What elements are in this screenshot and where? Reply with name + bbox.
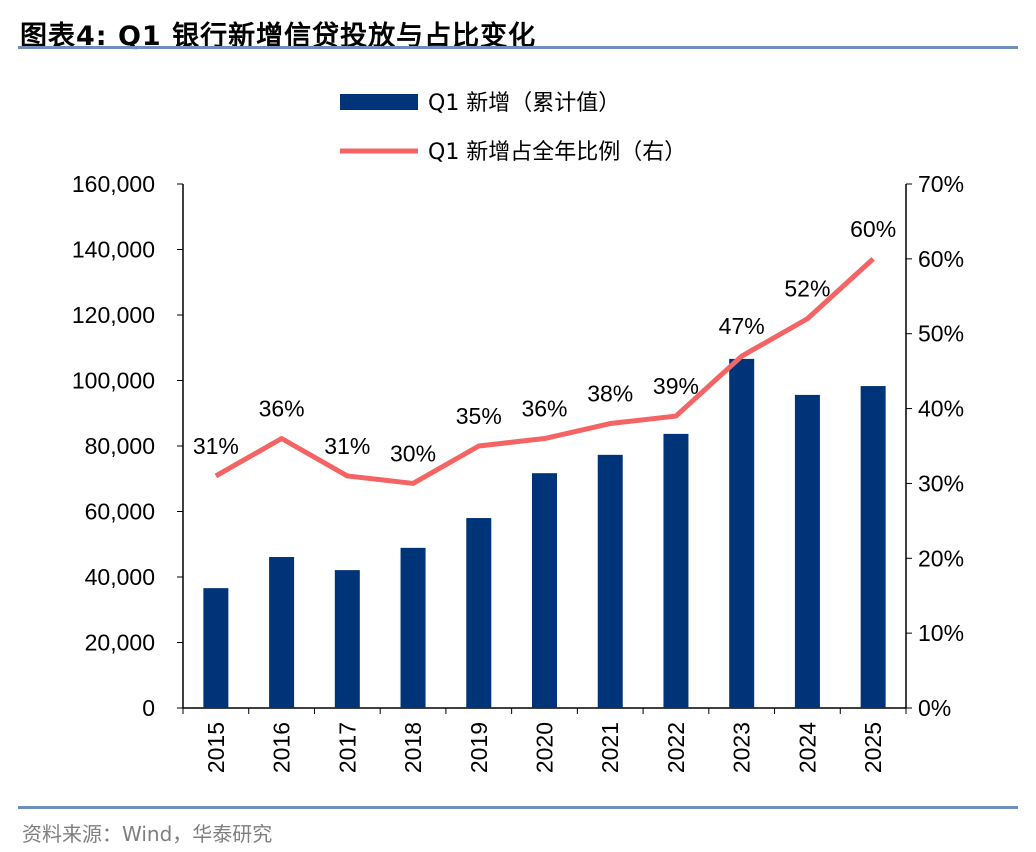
x-tick-label: 2024 xyxy=(794,722,820,773)
bar-2018 xyxy=(400,547,426,708)
title-divider xyxy=(18,46,1018,49)
right-tick-label: 70% xyxy=(918,171,964,197)
footer-divider xyxy=(18,806,1018,809)
x-tick-label: 2021 xyxy=(597,722,623,773)
ratio-data-label: 38% xyxy=(587,381,633,407)
bar-2016 xyxy=(269,557,295,708)
right-tick-label: 30% xyxy=(918,470,964,496)
bar-2017 xyxy=(334,570,360,708)
left-tick-label: 160,000 xyxy=(72,171,155,197)
ratio-data-label: 30% xyxy=(390,440,436,466)
right-tick-label: 10% xyxy=(918,620,964,646)
left-tick-label: 100,000 xyxy=(72,368,155,394)
bar-2022 xyxy=(663,433,689,708)
ratio-data-label: 47% xyxy=(719,313,765,339)
bar-2024 xyxy=(794,394,820,708)
legend-line-label: Q1 新增占全年比例（右） xyxy=(428,140,686,165)
left-tick-label: 60,000 xyxy=(85,499,155,525)
ratio-data-label: 35% xyxy=(456,403,502,429)
left-tick-label: 80,000 xyxy=(85,433,155,459)
bar-2021 xyxy=(597,454,623,708)
right-tick-label: 60% xyxy=(918,246,964,272)
bar-2015 xyxy=(203,588,229,708)
ratio-data-label: 36% xyxy=(521,396,567,422)
x-tick-label: 2020 xyxy=(532,722,558,773)
ratio-data-label: 60% xyxy=(850,216,896,242)
ratio-data-label: 31% xyxy=(324,433,370,459)
x-tick-label: 2018 xyxy=(400,722,426,773)
left-tick-label: 40,000 xyxy=(85,564,155,590)
left-tick-label: 0 xyxy=(142,695,155,721)
bar-2023 xyxy=(729,358,755,708)
bar-2025 xyxy=(860,386,886,708)
left-tick-label: 140,000 xyxy=(72,237,155,263)
legend-bar-swatch xyxy=(340,94,418,110)
right-tick-label: 0% xyxy=(918,695,951,721)
x-tick-label: 2015 xyxy=(203,722,229,773)
x-tick-label: 2019 xyxy=(466,722,492,773)
ratio-data-label: 31% xyxy=(193,433,239,459)
x-tick-label: 2017 xyxy=(334,722,360,773)
left-tick-label: 20,000 xyxy=(85,630,155,656)
x-tick-label: 2022 xyxy=(663,722,689,773)
x-tick-label: 2023 xyxy=(729,722,755,773)
ratio-data-label: 36% xyxy=(259,396,305,422)
source-note: 资料来源：Wind，华泰研究 xyxy=(22,822,273,846)
ratio-data-label: 52% xyxy=(784,276,830,302)
ratio-data-label: 39% xyxy=(653,373,699,399)
left-tick-label: 120,000 xyxy=(72,302,155,328)
right-tick-label: 50% xyxy=(918,321,964,347)
right-tick-label: 40% xyxy=(918,396,964,422)
bar-2019 xyxy=(466,518,492,708)
right-tick-label: 20% xyxy=(918,545,964,571)
legend: Q1 新增（累计值） Q1 新增占全年比例（右） xyxy=(340,91,686,165)
bar-2020 xyxy=(532,473,557,708)
legend-bar-label: Q1 新增（累计值） xyxy=(428,91,620,116)
ratio-line xyxy=(214,257,875,486)
x-tick-label: 2025 xyxy=(860,722,886,773)
x-tick-label: 2016 xyxy=(269,722,295,773)
